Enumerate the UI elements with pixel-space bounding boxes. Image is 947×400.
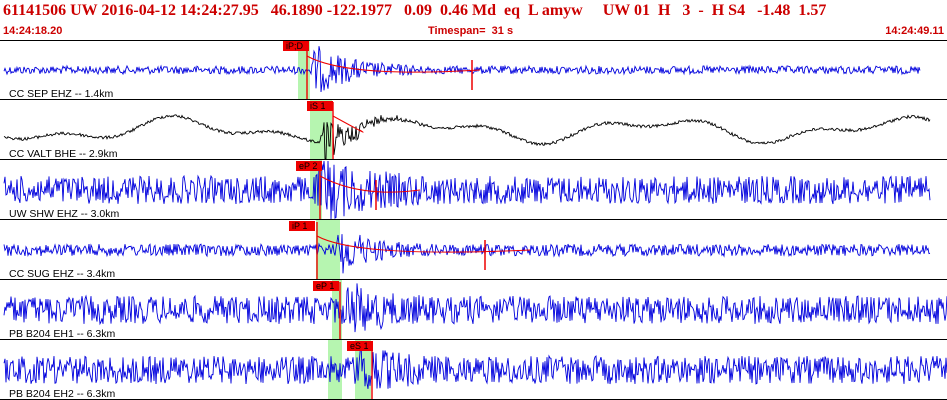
pick-label: eP 2 (299, 161, 317, 171)
coda-curve (332, 115, 364, 133)
pick-label-box[interactable] (289, 221, 315, 231)
waveform-trace (3, 340, 947, 389)
timespan-label: Timespan= 31 s (428, 25, 514, 37)
waveform-trace (3, 114, 931, 160)
pick-label-box[interactable] (296, 161, 322, 171)
waveform-trace (3, 234, 931, 274)
waveform-trace (3, 160, 931, 220)
pick-label: iP;D (286, 41, 304, 51)
pick-label: eP 1 (316, 281, 334, 291)
pick-label: eS 1 (350, 341, 369, 351)
pick-label: iP 1 (292, 221, 307, 231)
waveform-trace (3, 283, 947, 333)
pick-window (328, 340, 342, 400)
coda-curve (319, 175, 421, 193)
station-label: PB B204 EH1 -- 6.3km (9, 328, 115, 340)
coda-curve (316, 235, 531, 253)
station-label: PB B204 EH2 -- 6.3km (9, 388, 115, 400)
station-label: CC VALT BHE -- 2.9km (9, 148, 118, 160)
coda-curve (306, 55, 481, 73)
pick-label-box[interactable] (313, 281, 339, 291)
station-label: CC SEP EHZ -- 1.4km (9, 88, 113, 100)
trace-row[interactable]: eS 1 PB B204 EH2 -- 6.3km (0, 340, 947, 400)
pick-label-box[interactable] (347, 341, 373, 351)
trace-row[interactable]: eP 1 PB B204 EH1 -- 6.3km (0, 280, 947, 340)
seismogram-panel[interactable]: iP;D CC SEP EHZ -- 1.4km iS 1 CC VALT BHE -… (0, 40, 947, 400)
seismogram-svg[interactable]: iP;D CC SEP EHZ -- 1.4km iS 1 CC VALT BHE -… (0, 40, 947, 400)
end-time: 14:24:49.11 (885, 25, 944, 37)
event-summary-line: 61141506 UW 2016-04-12 14:24:27.95 46.18… (3, 2, 827, 19)
event-header: 61141506 UW 2016-04-12 14:24:27.95 46.18… (0, 0, 947, 40)
trace-row[interactable]: iS 1 CC VALT BHE -- 2.9km (0, 100, 947, 160)
station-label: CC SUG EHZ -- 3.4km (9, 268, 115, 280)
trace-row[interactable]: iP;D CC SEP EHZ -- 1.4km (0, 40, 947, 100)
pick-label-box[interactable] (283, 41, 309, 51)
waveform-trace (3, 46, 921, 93)
pick-window (332, 280, 342, 340)
trace-row[interactable]: eP 2 UW SHW EHZ -- 3.0km (0, 160, 947, 220)
trace-row[interactable]: iP 1 CC SUG EHZ -- 3.4km (0, 220, 947, 280)
start-time: 14:24:18.20 (3, 25, 63, 37)
station-label: UW SHW EHZ -- 3.0km (9, 208, 119, 220)
pick-label: iS 1 (310, 101, 326, 111)
pick-label-box[interactable] (307, 101, 333, 111)
